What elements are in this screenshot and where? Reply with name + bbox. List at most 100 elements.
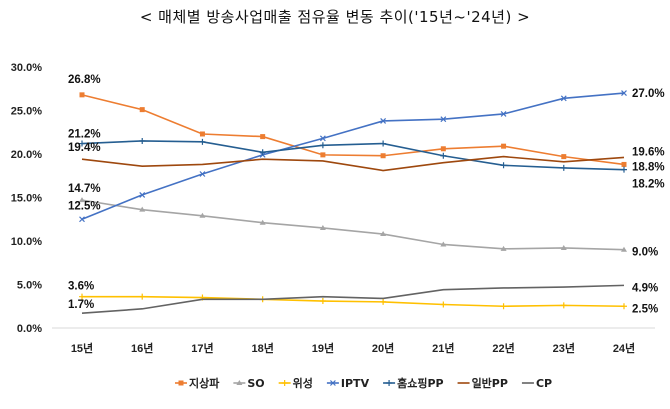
- data-label-last-홈쇼핑PP: 18.2%: [632, 179, 665, 191]
- x-tick-label: 22년: [492, 341, 514, 355]
- data-label-first-일반PP: 19.4%: [68, 142, 101, 154]
- data-point-IPTV: [199, 171, 206, 177]
- x-tick-label: 19년: [312, 341, 334, 355]
- data-point-홈쇼핑PP: [319, 142, 326, 149]
- y-tick-label: 10.0%: [11, 236, 42, 248]
- legend-label-일반PP: 일반PP: [472, 376, 508, 390]
- series-line-홈쇼핑PP: [81, 140, 625, 171]
- legend-marker-IPTV: [329, 380, 336, 386]
- data-label-last-위성: 2.5%: [632, 303, 658, 315]
- data-point-지상파: [440, 146, 446, 152]
- data-point-위성: [500, 303, 507, 310]
- data-point-SO: [380, 231, 387, 237]
- data-point-홈쇼핑PP: [380, 140, 387, 147]
- y-tick-label: 25.0%: [11, 106, 42, 118]
- legend-marker-지상파: [178, 380, 184, 386]
- series-line-IPTV: [81, 92, 625, 220]
- data-point-홈쇼핑PP: [500, 162, 507, 169]
- data-label-last-일반PP: 19.6%: [632, 146, 665, 158]
- data-point-SO: [440, 241, 447, 247]
- data-point-홈쇼핑PP: [199, 138, 206, 145]
- data-point-홈쇼핑PP: [440, 152, 447, 159]
- series-line-CP: [81, 284, 625, 315]
- data-point-홈쇼핑PP: [560, 164, 567, 171]
- series-line-지상파: [81, 94, 625, 166]
- legend-label-홈쇼핑PP: 홈쇼핑PP: [397, 376, 443, 390]
- data-point-SO: [199, 212, 206, 218]
- data-point-IPTV: [79, 216, 85, 223]
- data-point-SO: [560, 244, 567, 250]
- x-tick-label: 17년: [191, 341, 213, 355]
- data-point-IPTV: [621, 90, 627, 97]
- data-point-SO: [500, 245, 507, 251]
- data-point-IPTV: [440, 116, 447, 123]
- data-point-SO: [79, 197, 85, 203]
- y-tick-label: 20.0%: [11, 149, 42, 161]
- x-tick-label: 23년: [553, 341, 575, 355]
- data-label-last-지상파: 18.8%: [632, 161, 665, 173]
- data-point-홈쇼핑PP: [621, 166, 627, 173]
- data-point-지상파: [139, 107, 145, 113]
- data-label-first-SO: 14.7%: [68, 183, 101, 195]
- data-point-SO: [259, 219, 266, 225]
- data-point-IPTV: [319, 135, 326, 142]
- data-point-SO: [621, 246, 627, 252]
- x-tick-label: 16년: [131, 341, 153, 355]
- data-point-홈쇼핑PP: [259, 149, 266, 156]
- data-point-지상파: [320, 152, 326, 158]
- data-point-SO: [139, 206, 146, 212]
- legend-label-위성: 위성: [293, 376, 313, 390]
- data-label-first-위성: 3.6%: [68, 281, 94, 293]
- y-tick-label: 30.0%: [11, 62, 42, 74]
- data-point-위성: [440, 301, 447, 308]
- y-tick-label: 15.0%: [11, 193, 42, 205]
- series-line-일반PP: [81, 155, 625, 172]
- data-point-SO: [319, 224, 326, 230]
- data-point-지상파: [501, 143, 507, 149]
- data-point-지상파: [199, 131, 205, 137]
- x-tick-label: 21년: [432, 341, 454, 355]
- data-point-위성: [560, 302, 567, 309]
- data-point-IPTV: [380, 118, 387, 124]
- x-tick-label: 24년: [613, 341, 635, 355]
- data-point-홈쇼핑PP: [79, 140, 85, 147]
- data-point-위성: [79, 293, 85, 300]
- data-label-first-IPTV: 12.5%: [68, 200, 101, 212]
- series-line-SO: [81, 199, 625, 251]
- data-point-위성: [621, 303, 627, 310]
- x-tick-label: 20년: [372, 341, 394, 355]
- legend-label-CP: CP: [536, 377, 552, 390]
- data-label-last-CP: 4.9%: [632, 282, 658, 294]
- legend-marker-SO: [236, 380, 243, 385]
- data-label-last-IPTV: 27.0%: [632, 88, 665, 100]
- legend-marker-위성: [281, 380, 288, 386]
- data-label-last-SO: 9.0%: [632, 247, 658, 259]
- y-tick-label: 5.0%: [17, 280, 42, 292]
- y-tick-label: 0.0%: [17, 323, 42, 335]
- data-point-지상파: [380, 153, 386, 159]
- x-tick-label: 15년: [71, 341, 93, 355]
- data-point-위성: [319, 298, 326, 305]
- data-point-지상파: [621, 161, 627, 167]
- data-point-위성: [380, 298, 387, 305]
- data-point-홈쇼핑PP: [139, 137, 146, 144]
- data-label-first-지상파: 26.8%: [68, 74, 101, 86]
- data-point-지상파: [561, 154, 567, 160]
- legend-label-SO: SO: [247, 377, 264, 390]
- data-point-지상파: [260, 134, 266, 140]
- data-point-IPTV: [560, 95, 567, 102]
- series-line-위성: [82, 295, 625, 308]
- legend-marker-홈쇼핑PP: [386, 380, 393, 386]
- data-point-IPTV: [139, 191, 146, 198]
- data-point-IPTV: [500, 111, 507, 117]
- data-point-위성: [139, 293, 146, 300]
- chart-title: < 매체별 방송사업매출 점유율 변동 추이('15년~'24년) >: [139, 8, 531, 26]
- legend-label-IPTV: IPTV: [341, 377, 370, 390]
- x-tick-label: 18년: [251, 341, 273, 355]
- data-label-first-홈쇼핑PP: 21.2%: [68, 129, 101, 141]
- data-point-지상파: [79, 92, 85, 98]
- legend-label-지상파: 지상파: [189, 376, 220, 390]
- data-label-first-CP: 1.7%: [68, 299, 94, 311]
